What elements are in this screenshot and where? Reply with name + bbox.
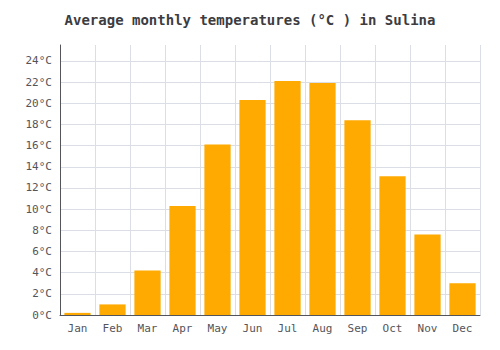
svg-text:6°C: 6°C xyxy=(32,245,52,258)
svg-text:Sep: Sep xyxy=(348,322,368,335)
svg-text:Oct: Oct xyxy=(383,322,403,335)
svg-text:18°C: 18°C xyxy=(26,118,53,131)
svg-text:Feb: Feb xyxy=(103,322,123,335)
svg-text:8°C: 8°C xyxy=(32,224,52,237)
svg-text:0°C: 0°C xyxy=(32,309,52,322)
svg-text:Mar: Mar xyxy=(138,322,158,335)
svg-text:May: May xyxy=(208,322,228,335)
svg-text:10°C: 10°C xyxy=(26,203,53,216)
svg-text:Dec: Dec xyxy=(453,322,473,335)
svg-text:20°C: 20°C xyxy=(26,97,53,110)
svg-text:16°C: 16°C xyxy=(26,139,53,152)
svg-text:Average monthly temperatures (: Average monthly temperatures (°C ) in Su… xyxy=(65,12,436,28)
svg-text:2°C: 2°C xyxy=(32,287,52,300)
svg-text:Jul: Jul xyxy=(278,322,298,335)
svg-text:Jun: Jun xyxy=(243,322,263,335)
svg-text:Jan: Jan xyxy=(68,322,88,335)
svg-text:Aug: Aug xyxy=(313,322,333,335)
svg-text:14°C: 14°C xyxy=(26,160,53,173)
svg-text:12°C: 12°C xyxy=(26,181,53,194)
svg-text:Apr: Apr xyxy=(173,322,193,335)
svg-text:22°C: 22°C xyxy=(26,76,53,89)
svg-text:4°C: 4°C xyxy=(32,266,52,279)
svg-text:Nov: Nov xyxy=(418,322,438,335)
svg-text:24°C: 24°C xyxy=(26,54,53,67)
